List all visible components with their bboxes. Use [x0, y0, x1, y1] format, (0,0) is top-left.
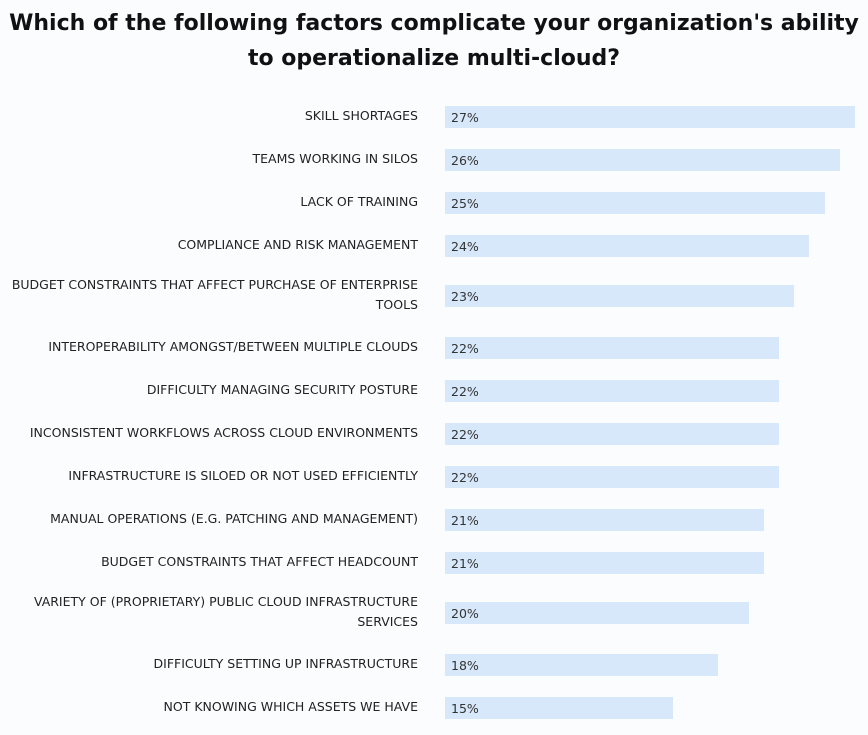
bar [445, 337, 779, 359]
category-label: VARIETY OF (PROPRIETARY) PUBLIC CLOUD IN… [33, 594, 418, 629]
category-label: INCONSISTENT WORKFLOWS ACROSS CLOUD ENVI… [29, 425, 418, 440]
value-label: 22% [451, 384, 479, 399]
value-label: 27% [451, 110, 479, 125]
category-label: MANUAL OPERATIONS (E.G. PATCHING AND MAN… [50, 511, 418, 526]
bar [445, 509, 764, 531]
value-label: 18% [451, 658, 479, 673]
bar [445, 602, 749, 624]
value-label: 24% [451, 239, 479, 254]
value-label: 21% [451, 556, 479, 571]
bar [445, 149, 840, 171]
category-label: NOT KNOWING WHICH ASSETS WE HAVE [163, 699, 418, 714]
bar [445, 423, 779, 445]
category-label: INFRASTRUCTURE IS SILOED OR NOT USED EFF… [68, 468, 418, 483]
category-label: SKILL SHORTAGES [304, 108, 418, 123]
value-label: 26% [451, 153, 479, 168]
bar [445, 654, 718, 676]
value-label: 22% [451, 427, 479, 442]
value-label: 22% [451, 470, 479, 485]
category-label: DIFFICULTY MANAGING SECURITY POSTURE [146, 382, 418, 397]
bar [445, 380, 779, 402]
bar [445, 285, 794, 307]
category-label: DIFFICULTY SETTING UP INFRASTRUCTURE [153, 656, 418, 671]
bar [445, 466, 779, 488]
bar [445, 552, 764, 574]
category-label: TEAMS WORKING IN SILOS [252, 151, 418, 166]
value-label: 20% [451, 606, 479, 621]
category-label: BUDGET CONSTRAINTS THAT AFFECT PURCHASE … [11, 277, 418, 312]
category-label: BUDGET CONSTRAINTS THAT AFFECT HEADCOUNT [101, 554, 418, 569]
value-label: 22% [451, 341, 479, 356]
chart-title: Which of the following factors complicat… [9, 11, 859, 71]
bar [445, 106, 855, 128]
category-label: COMPLIANCE AND RISK MANAGEMENT [177, 237, 418, 252]
bar [445, 235, 809, 257]
category-label: INTEROPERABILITY AMONGST/BETWEEN MULTIPL… [48, 339, 418, 354]
value-label: 23% [451, 289, 479, 304]
bar [445, 697, 673, 719]
value-label: 21% [451, 513, 479, 528]
value-label: 15% [451, 701, 479, 716]
bar [445, 192, 825, 214]
category-label: LACK OF TRAINING [300, 194, 418, 209]
value-label: 25% [451, 196, 479, 211]
